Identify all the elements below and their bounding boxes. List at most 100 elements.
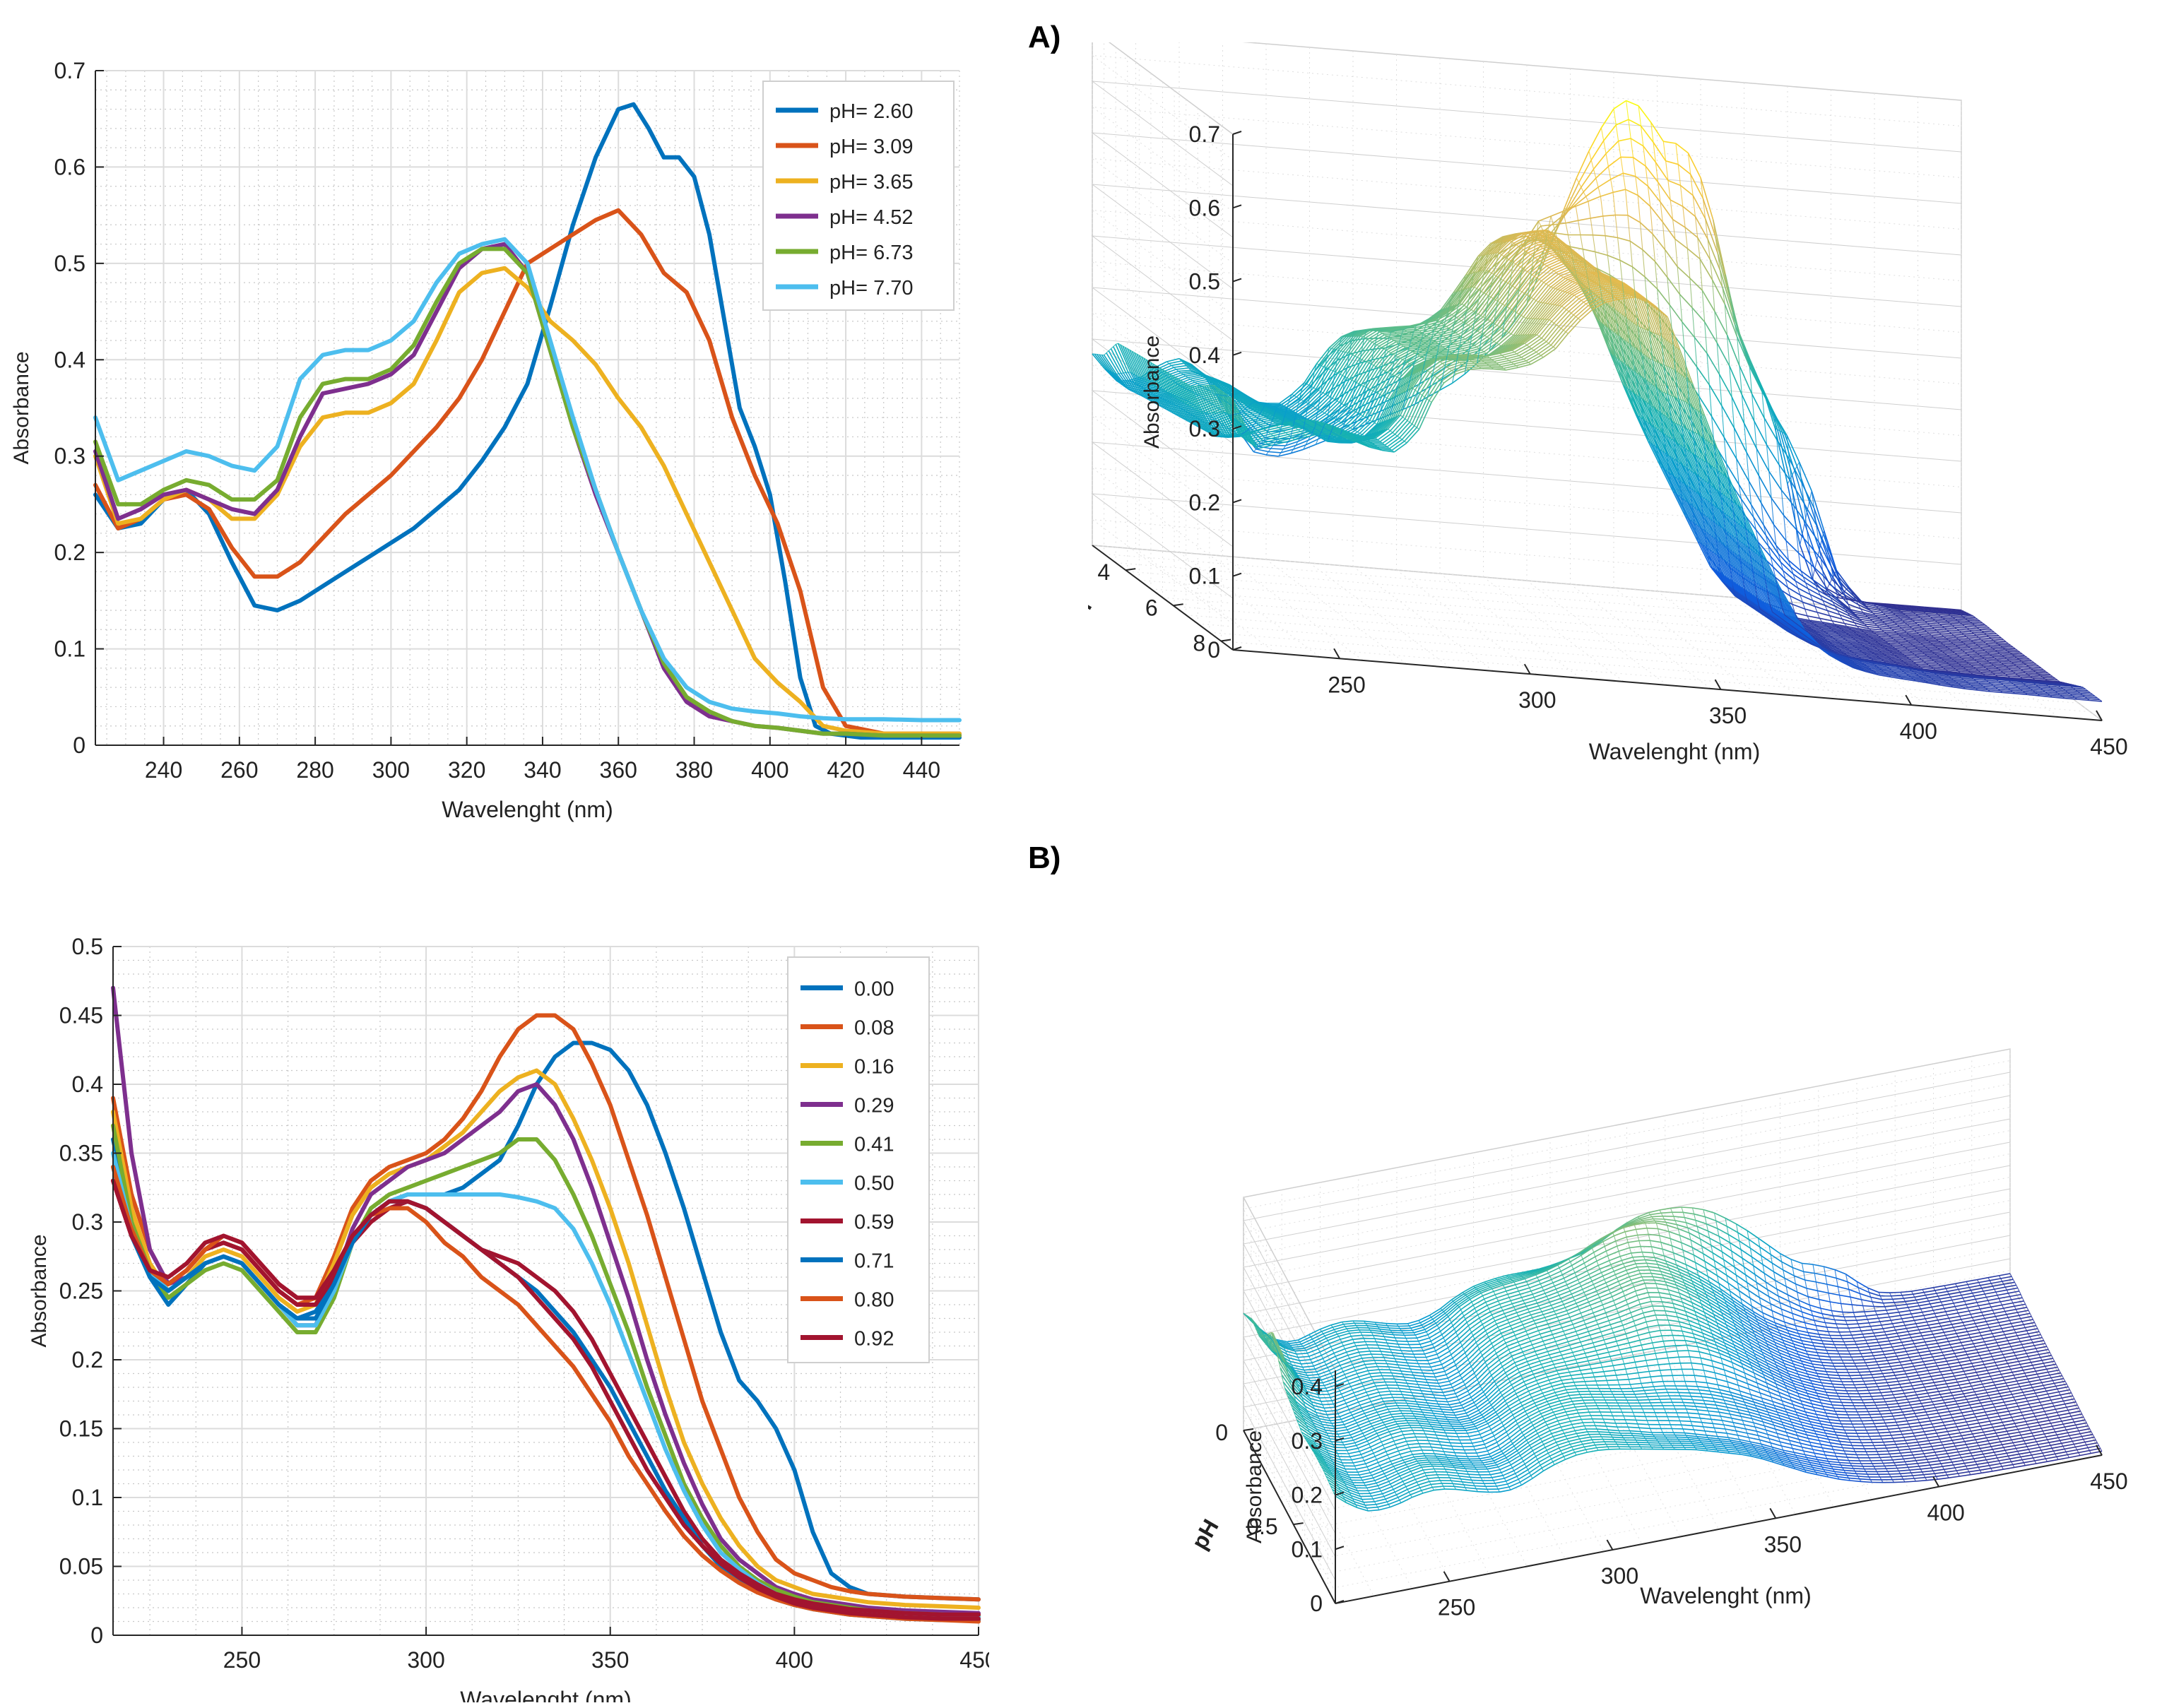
surface-segment	[1995, 649, 2008, 652]
surface-segment	[1603, 124, 1617, 141]
surface-segment	[1689, 278, 1703, 291]
surface-segment	[1609, 328, 1624, 363]
x-tick-label: 280	[296, 757, 333, 783]
surface-segment	[1701, 544, 1716, 570]
surface-segment	[1426, 321, 1440, 326]
surface-segment	[1233, 391, 1247, 398]
surface-segment	[1913, 644, 1926, 648]
surface-segment	[1472, 317, 1486, 329]
surface-segment	[1520, 241, 1534, 249]
surface-segment	[1975, 651, 1987, 653]
surface-segment	[1694, 523, 1708, 549]
surface-segment	[1268, 451, 1281, 453]
surface-segment	[1643, 146, 1656, 163]
surface-segment	[1571, 191, 1584, 208]
surface-segment	[1530, 249, 1544, 271]
surface-segment	[1116, 374, 1130, 391]
surface-segment	[1901, 605, 1915, 608]
surface-segment	[1999, 660, 2012, 663]
surface-segment	[1807, 588, 1821, 596]
surface-segment	[1508, 233, 1523, 242]
surface-segment	[1280, 413, 1293, 417]
surface-segment	[1963, 634, 1977, 636]
surface-segment	[1932, 644, 1946, 647]
surface-segment	[1096, 354, 1110, 372]
surface-segment	[1506, 246, 1519, 259]
surface-segment	[1631, 266, 1646, 278]
surface-segment	[1967, 653, 1980, 656]
surface-segment	[1452, 373, 1465, 384]
surface-segment	[1622, 385, 1636, 415]
surface-segment	[1969, 655, 1983, 658]
surface-segment	[1607, 303, 1621, 337]
surface-segment	[1497, 235, 1511, 244]
surface-segment	[1346, 330, 1359, 338]
surface-segment	[1990, 653, 2002, 656]
surface-segment	[1699, 396, 1713, 417]
surface-segment	[1920, 617, 1933, 619]
surface-segment	[1879, 618, 1893, 622]
surface-segment	[1797, 587, 1811, 595]
surface-segment	[1998, 668, 2011, 671]
surface-segment	[1857, 625, 1869, 629]
surface-segment	[1682, 206, 1696, 218]
surface-segment	[1978, 670, 1991, 672]
surface-segment	[1371, 334, 1385, 343]
surface-segment	[1607, 254, 1621, 261]
surface-segment	[1537, 242, 1551, 246]
surface-segment	[1885, 614, 1898, 617]
surface-segment	[1958, 612, 1971, 615]
surface-segment	[1452, 288, 1466, 307]
surface-segment	[1493, 257, 1507, 275]
surface-segment	[1367, 410, 1381, 417]
surface-segment	[1689, 519, 1703, 545]
surface-segment	[1907, 648, 1920, 651]
surface-segment	[1658, 182, 1671, 201]
floor-gridline	[1221, 641, 2091, 713]
surface-segment	[1836, 625, 1850, 629]
surface-segment	[1931, 634, 1944, 637]
surface-segment	[1830, 635, 1843, 639]
surface-segment	[1244, 403, 1258, 407]
surface-segment	[1578, 218, 1591, 221]
surface-segment	[1906, 614, 1918, 617]
surface-segment	[2000, 670, 2014, 672]
surface-segment	[1977, 627, 1990, 629]
panel-b-label: B)	[1028, 841, 1061, 875]
surface-segment	[1174, 364, 1187, 368]
surface-segment	[1842, 605, 1856, 615]
surface-segment	[1878, 607, 1891, 612]
surface-segment	[1936, 639, 1949, 641]
surface-segment	[1680, 184, 1694, 196]
surface-segment	[1628, 119, 1641, 127]
surface-segment	[1999, 653, 2013, 656]
surface-segment	[1838, 598, 1851, 610]
surface-segment	[1552, 249, 1566, 266]
surface-segment	[1140, 356, 1154, 386]
surface-segment	[1892, 646, 1906, 648]
surface-segment	[1169, 394, 1183, 419]
surface-segment	[1236, 393, 1249, 400]
surface-segment	[1426, 379, 1440, 400]
surface-segment	[1428, 333, 1441, 338]
surface-segment	[1342, 355, 1356, 376]
surface-segment	[1879, 627, 1892, 630]
surface-segment	[1498, 260, 1512, 278]
surface-segment	[1654, 261, 1668, 278]
surface-segment	[1868, 635, 1881, 639]
surface-segment	[1502, 263, 1516, 281]
surface-segment	[1328, 336, 1342, 349]
surface-segment	[1936, 607, 1949, 610]
surface-segment	[1808, 631, 1821, 636]
surface-segment	[1665, 469, 1679, 495]
wall-gridline	[1091, 81, 1962, 186]
surface-segment	[2003, 684, 2016, 687]
surface-segment	[1428, 309, 1441, 320]
surface-segment	[2000, 690, 2013, 693]
surface-segment	[1118, 373, 1132, 391]
surface-segment	[1657, 447, 1671, 474]
surface-segment	[2010, 669, 2024, 672]
surface-segment	[1581, 168, 1595, 188]
surface-segment	[1257, 429, 1260, 431]
surface-segment	[1395, 340, 1409, 343]
